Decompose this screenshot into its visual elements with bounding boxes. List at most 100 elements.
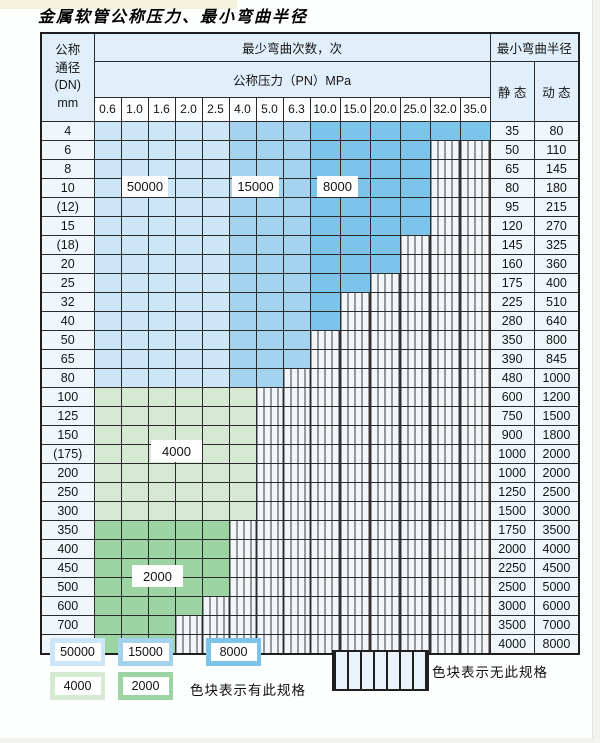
spec-cell <box>147 462 176 483</box>
no-spec-cell <box>429 158 461 179</box>
spec-cell <box>228 348 257 369</box>
pressure-value-header: 2.0 <box>174 96 203 122</box>
spec-cell <box>369 234 401 255</box>
no-spec-cell <box>399 253 431 274</box>
spec-cell <box>399 139 431 160</box>
spec-cell <box>339 196 371 217</box>
spec-cell <box>93 234 122 255</box>
spec-cell <box>399 177 431 198</box>
table-row: 150 900 1800 <box>40 424 580 445</box>
table-row: 32 225 510 <box>40 291 580 312</box>
dn-header-line: (DN) <box>54 78 81 93</box>
no-spec-cell <box>339 500 371 521</box>
static-cell: 280 <box>489 310 535 331</box>
spec-cell <box>282 177 311 198</box>
spec-cell <box>255 348 284 369</box>
no-spec-cell <box>429 348 461 369</box>
pressure-value-header: 5.0 <box>255 96 284 122</box>
spec-cell <box>147 348 176 369</box>
table-row: (18) 145 325 <box>40 234 580 255</box>
static-cell: 50 <box>489 139 535 160</box>
static-cell: 480 <box>489 367 535 388</box>
table-row: 80 480 1000 <box>40 367 580 388</box>
spec-cell <box>147 367 176 388</box>
spec-cell <box>282 291 311 312</box>
spec-cell <box>201 234 230 255</box>
no-spec-cell <box>399 519 431 540</box>
spec-cell <box>174 120 203 141</box>
dynamic-cell: 4500 <box>533 557 580 578</box>
table-row: 50 350 800 <box>40 329 580 350</box>
spec-cell <box>228 120 257 141</box>
no-spec-cell <box>309 462 341 483</box>
spec-cell <box>120 500 149 521</box>
spec-cell <box>339 215 371 236</box>
no-spec-cell <box>228 614 257 635</box>
no-spec-cell <box>459 595 491 616</box>
no-spec-cell <box>429 500 461 521</box>
spec-cell <box>309 253 341 274</box>
table-row: 15 120 270 <box>40 215 580 236</box>
no-spec-cell <box>282 424 311 445</box>
dynamic-cell: 400 <box>533 272 580 293</box>
pressure-value-header: 2.5 <box>201 96 230 122</box>
no-spec-cell <box>282 538 311 559</box>
no-spec-cell <box>282 557 311 578</box>
no-spec-cell <box>429 462 461 483</box>
table-row: (175) 1000 2000 <box>40 443 580 464</box>
spec-cell <box>201 177 230 198</box>
spec-cell <box>339 253 371 274</box>
no-spec-cell <box>399 443 431 464</box>
no-spec-cell <box>399 291 431 312</box>
spec-cell <box>201 462 230 483</box>
legend-no-spec-swatch <box>332 650 429 691</box>
dynamic-cell: 845 <box>533 348 580 369</box>
spec-cell <box>399 158 431 179</box>
spec-cell <box>174 500 203 521</box>
no-spec-cell <box>459 424 491 445</box>
no-spec-cell <box>339 424 371 445</box>
spec-cell <box>147 158 176 179</box>
spec-cell <box>282 310 311 331</box>
spec-cell <box>120 481 149 502</box>
no-spec-cell <box>429 177 461 198</box>
no-spec-cell <box>369 386 401 407</box>
spec-cell <box>120 367 149 388</box>
spec-cell <box>93 310 122 331</box>
spec-cell <box>93 120 122 141</box>
spec-cell <box>174 139 203 160</box>
spec-cell <box>282 348 311 369</box>
spec-cell <box>120 386 149 407</box>
spec-cell <box>228 196 257 217</box>
no-spec-cell <box>429 329 461 350</box>
table-row: 40 280 640 <box>40 310 580 331</box>
spec-cell <box>255 215 284 236</box>
dn-cell: (18) <box>40 234 95 255</box>
spec-cell <box>93 614 122 635</box>
pressure-value-header: 1.6 <box>147 96 176 122</box>
no-spec-cell <box>369 576 401 597</box>
legend-swatch-15000: 15000 <box>118 638 173 666</box>
spec-cell <box>369 158 401 179</box>
dn-cell: 300 <box>40 500 95 521</box>
spec-cell <box>93 139 122 160</box>
spec-cell <box>309 291 341 312</box>
spec-cell <box>255 139 284 160</box>
spec-cell <box>93 367 122 388</box>
no-spec-cell <box>399 557 431 578</box>
no-spec-cell <box>459 614 491 635</box>
dn-cell: 80 <box>40 367 95 388</box>
no-spec-cell <box>369 538 401 559</box>
spec-cell <box>228 329 257 350</box>
scan-edge-bottom <box>0 738 600 743</box>
spec-cell <box>228 443 257 464</box>
spec-cell <box>147 253 176 274</box>
dn-cell: 200 <box>40 462 95 483</box>
spec-cell <box>174 595 203 616</box>
dn-cell: 6 <box>40 139 95 160</box>
spec-cell <box>120 519 149 540</box>
no-spec-cell <box>459 500 491 521</box>
no-spec-cell <box>399 348 431 369</box>
dynamic-cell: 1200 <box>533 386 580 407</box>
no-spec-cell <box>282 386 311 407</box>
